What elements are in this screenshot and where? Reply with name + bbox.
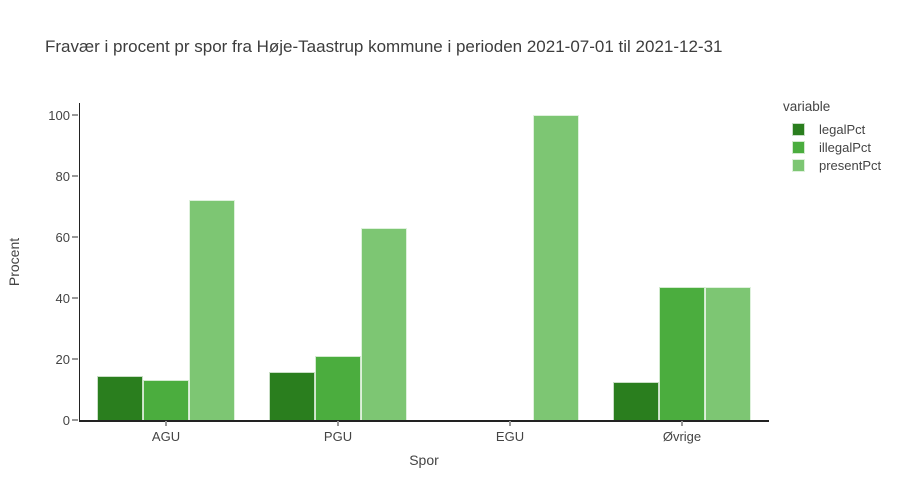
legend-label-legalpct: legalPct — [819, 121, 866, 137]
x-tick-mark-ovrige — [681, 421, 683, 426]
bar-presentpct-pgu[interactable] — [361, 227, 407, 420]
legend-item-illegalpct[interactable]: illegalPct — [783, 138, 881, 156]
bar-legalpct-ovrige[interactable] — [613, 382, 659, 420]
y-tick-label-40: 40 — [55, 290, 70, 306]
y-tick-mark-40 — [72, 297, 78, 299]
y-tick-label-80: 80 — [55, 168, 70, 184]
bar-illegalpct-pgu[interactable] — [315, 356, 361, 420]
x-tick-mark-egu — [509, 421, 511, 426]
legend-title: variable — [783, 99, 831, 114]
bar-group-egu — [424, 103, 596, 420]
y-tick-mark-60 — [72, 236, 78, 238]
bar-group-pgu — [252, 103, 424, 420]
x-tick-label-agu: AGU — [151, 429, 181, 444]
chart-title: Fravær i procent pr spor fra Høje-Taastr… — [45, 37, 723, 56]
x-axis-line — [78, 420, 769, 422]
legend-label-illegalpct: illegalPct — [819, 139, 872, 155]
legend-item-presentpct[interactable]: presentPct — [783, 156, 881, 174]
bar-legalpct-agu[interactable] — [97, 376, 143, 420]
x-tick-label-egu: EGU — [495, 429, 525, 444]
legend: variable legalPct illegalPct presentPct — [783, 99, 881, 174]
y-tick-mark-0 — [72, 419, 78, 421]
y-tick-label-0: 0 — [62, 412, 70, 428]
y-axis-line — [78, 103, 80, 421]
y-tick-label-20: 20 — [55, 351, 70, 367]
bar-presentpct-agu[interactable] — [189, 199, 235, 420]
y-tick-mark-20 — [72, 358, 78, 360]
x-tick-label-pgu: PGU — [323, 429, 353, 444]
bar-group-agu — [80, 103, 252, 420]
x-tick-mark-pgu — [337, 421, 339, 426]
legend-swatch-legalpct — [792, 122, 805, 136]
y-tick-label-100: 100 — [48, 107, 70, 123]
bar-presentpct-egu[interactable] — [533, 115, 579, 420]
y-tick-mark-100 — [72, 114, 78, 116]
bar-illegalpct-agu[interactable] — [143, 379, 189, 420]
legend-swatch-presentpct — [792, 158, 805, 172]
legend-swatch-illegalpct — [792, 140, 805, 154]
x-axis-title: Spor — [409, 452, 439, 468]
x-tick-label-ovrige: Øvrige — [662, 429, 702, 444]
bar-legalpct-pgu[interactable] — [269, 372, 315, 420]
legend-items: legalPct illegalPct presentPct — [783, 120, 881, 174]
bar-group-ovrige — [596, 103, 768, 420]
legend-item-legalpct[interactable]: legalPct — [783, 120, 881, 138]
y-tick-label-60: 60 — [55, 229, 70, 245]
x-tick-mark-agu — [165, 421, 167, 426]
bar-presentpct-ovrige[interactable] — [705, 287, 751, 420]
plot-area — [80, 103, 768, 420]
bar-illegalpct-ovrige[interactable] — [659, 287, 705, 420]
legend-label-presentpct: presentPct — [819, 157, 882, 173]
y-axis-title: Procent — [6, 237, 22, 287]
y-tick-mark-80 — [72, 175, 78, 177]
